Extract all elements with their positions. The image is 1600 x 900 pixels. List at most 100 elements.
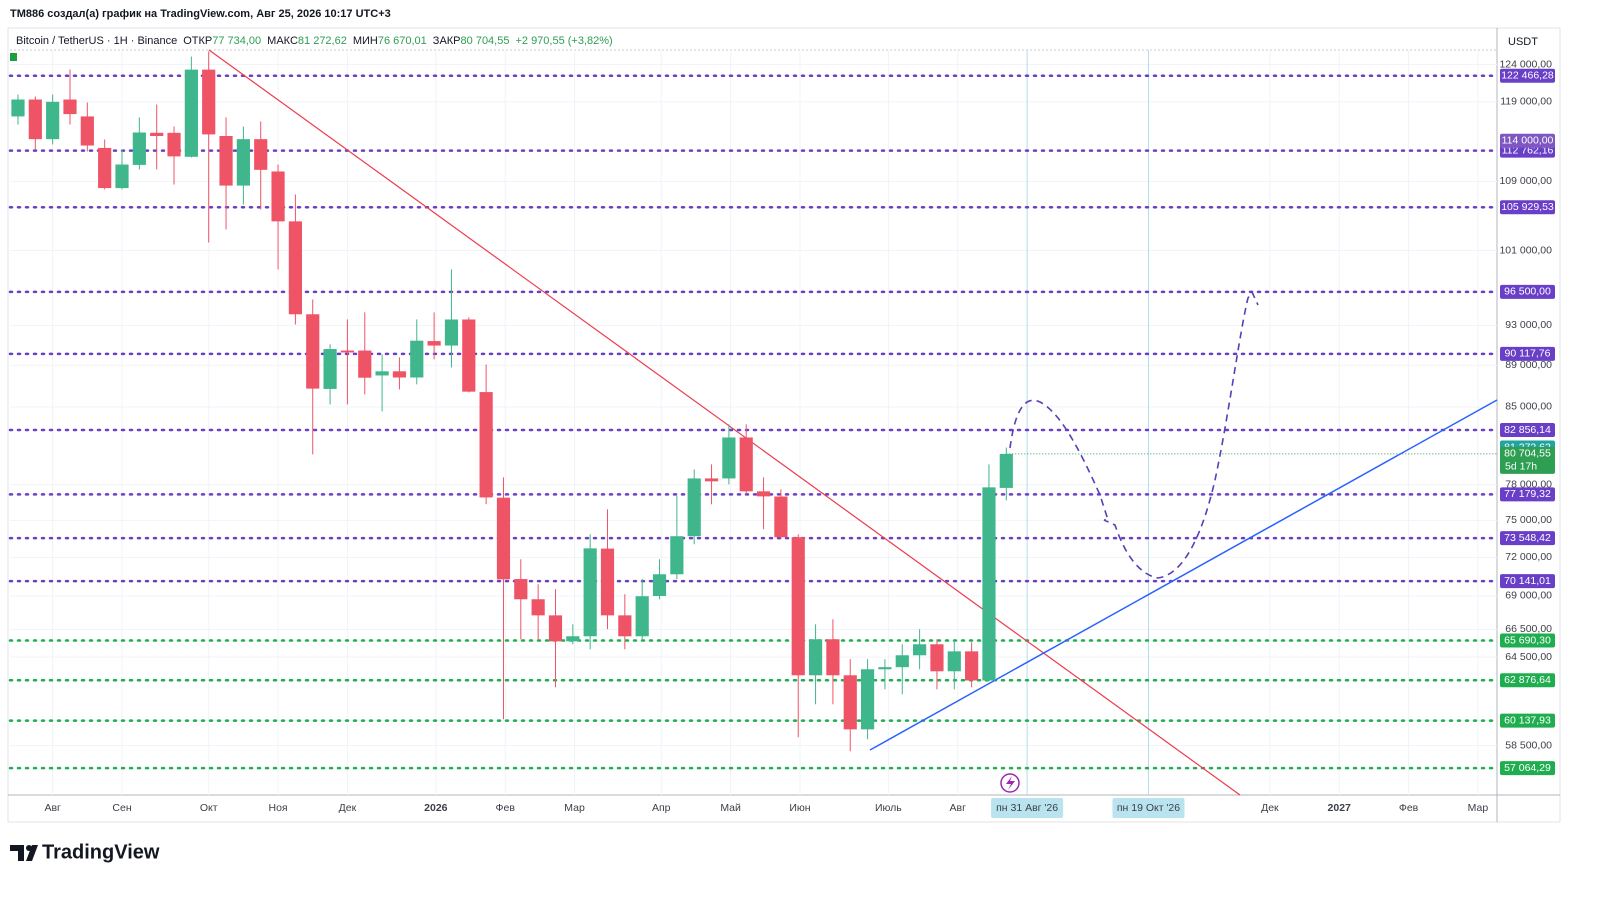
symbol-line: Bitcoin / TetherUS · 1H · Binance ОТКР77 … <box>16 35 613 47</box>
y-tick-label: 58 500,00 <box>1505 739 1552 751</box>
y-tick-label: 69 000,00 <box>1505 590 1552 602</box>
level-label: 90 117,76 <box>1505 348 1551 360</box>
level-label: 70 141,01 <box>1504 575 1551 587</box>
grid <box>10 50 1497 795</box>
level-label: 77 179,32 <box>1504 488 1551 500</box>
close-label: ЗАКР <box>433 35 461 47</box>
candle-body <box>358 350 372 378</box>
axes: 124 000,00 119 000,00 109 000,00 101 000,00… <box>44 58 1555 818</box>
candle-body <box>861 669 875 730</box>
candle-body <box>583 548 597 637</box>
candle-body <box>514 579 528 600</box>
x-tick-label: Июн <box>789 802 810 814</box>
level-label: 96 500,00 <box>1504 286 1551 298</box>
high-value: 81 272,62 <box>298 35 347 47</box>
level-label-box <box>1500 761 1555 776</box>
candle-body <box>410 340 424 378</box>
up-trendline <box>869 399 1498 751</box>
candle-body <box>704 478 719 482</box>
candle-body <box>288 221 302 315</box>
candle-body <box>167 132 181 157</box>
high-label: МАКС <box>267 35 298 47</box>
y-tick-label: 109 000,00 <box>1499 175 1552 187</box>
x-tick-label: Окт <box>200 802 218 814</box>
candle-body <box>895 655 909 668</box>
level-label-box <box>1500 423 1555 438</box>
candle-body <box>427 341 441 346</box>
x-tick-label: Фев <box>496 802 516 814</box>
price-mark-label: 114 000,00 <box>1502 135 1554 147</box>
candle-body <box>947 651 961 672</box>
price-mark-box <box>1500 446 1555 474</box>
candle-body <box>115 164 129 189</box>
candle-body <box>28 99 42 140</box>
level-label: 82 856,14 <box>1504 424 1551 436</box>
candle-body <box>774 496 788 538</box>
x-tick-label: Дек <box>339 802 357 814</box>
level-label: 65 690,30 <box>1504 634 1551 646</box>
candle-body <box>496 497 511 580</box>
level-label: 73 548,42 <box>1504 532 1551 544</box>
y-tick-label: 75 000,00 <box>1505 514 1552 526</box>
price-mark-label: 80 704,55 <box>1504 448 1551 460</box>
levels <box>8 74 1499 770</box>
caption: TM886 создал(а) график на TradingView.co… <box>10 8 391 20</box>
candle-body <box>791 537 805 676</box>
candle-body <box>184 69 198 157</box>
candle-body <box>63 99 77 115</box>
level-label-box <box>1500 284 1555 299</box>
currency: USDT <box>1508 36 1538 48</box>
candle-body <box>652 574 667 596</box>
level-label-box <box>1500 633 1555 648</box>
candle-body <box>479 392 493 498</box>
candle-body <box>635 596 649 637</box>
level-label-box <box>1500 574 1555 589</box>
x-tick-label: Авг <box>950 802 967 814</box>
candle-body <box>756 491 771 497</box>
candle-body <box>548 615 563 642</box>
x-tick-label: Апр <box>652 802 671 814</box>
candle-body <box>80 116 94 146</box>
candle-body <box>46 101 60 140</box>
candle-body <box>98 147 112 189</box>
y-tick-label: 119 000,00 <box>1500 96 1552 108</box>
x-tick-label: Сен <box>112 802 131 814</box>
y-tick-label: 124 000,00 <box>1499 58 1552 70</box>
candle-body <box>444 319 459 346</box>
candle-body <box>236 139 250 186</box>
candle-body <box>219 135 233 186</box>
level-label-box <box>1500 487 1555 502</box>
chart-frame <box>7 27 1561 823</box>
candle-body <box>323 349 337 389</box>
level-label-box <box>1500 346 1555 361</box>
price-mark-box <box>1500 133 1555 148</box>
candle-body <box>965 651 979 681</box>
low-value: 76 670,01 <box>378 35 427 47</box>
y-tick-label: 85 000,00 <box>1505 401 1552 413</box>
candle-body <box>982 487 996 681</box>
candle-body <box>566 636 580 642</box>
candle-body <box>670 536 684 575</box>
candle-body <box>930 644 944 672</box>
candle-body <box>913 644 927 656</box>
cursor-date-label: пн 19 Окт '26 <box>1117 802 1180 814</box>
low-label: МИН <box>353 35 378 47</box>
logo-mark <box>10 845 38 861</box>
candle-body <box>600 548 615 616</box>
candle-body <box>392 371 407 378</box>
level-label: 62 876,64 <box>1504 674 1551 686</box>
candle-body <box>271 171 285 222</box>
candle-body <box>843 675 857 730</box>
candle-body <box>462 319 476 392</box>
candle-body <box>808 639 823 676</box>
countdown: 5d 17h <box>1505 461 1537 473</box>
y-tick-label: 93 000,00 <box>1505 319 1552 331</box>
candle-body <box>878 667 892 670</box>
level-label-box <box>1500 200 1555 215</box>
close-value: 80 704,55 <box>461 35 510 47</box>
candle-body <box>999 453 1013 488</box>
candle-body <box>618 615 632 637</box>
symbol: Bitcoin / TetherUS · 1H · Binance <box>16 35 177 47</box>
logo: TradingView <box>42 841 160 863</box>
x-tick-label: 2027 <box>1328 802 1352 814</box>
